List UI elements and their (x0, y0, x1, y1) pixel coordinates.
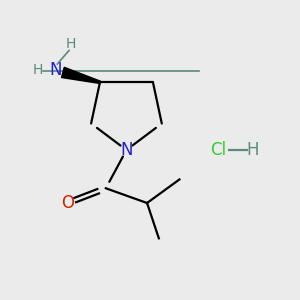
Text: N: N (120, 141, 133, 159)
Text: O: O (61, 194, 74, 212)
Text: H: H (65, 37, 76, 51)
Text: H: H (247, 141, 259, 159)
Text: Cl: Cl (210, 141, 226, 159)
Text: H: H (33, 64, 43, 77)
Text: N: N (50, 61, 62, 80)
Polygon shape (61, 67, 100, 83)
